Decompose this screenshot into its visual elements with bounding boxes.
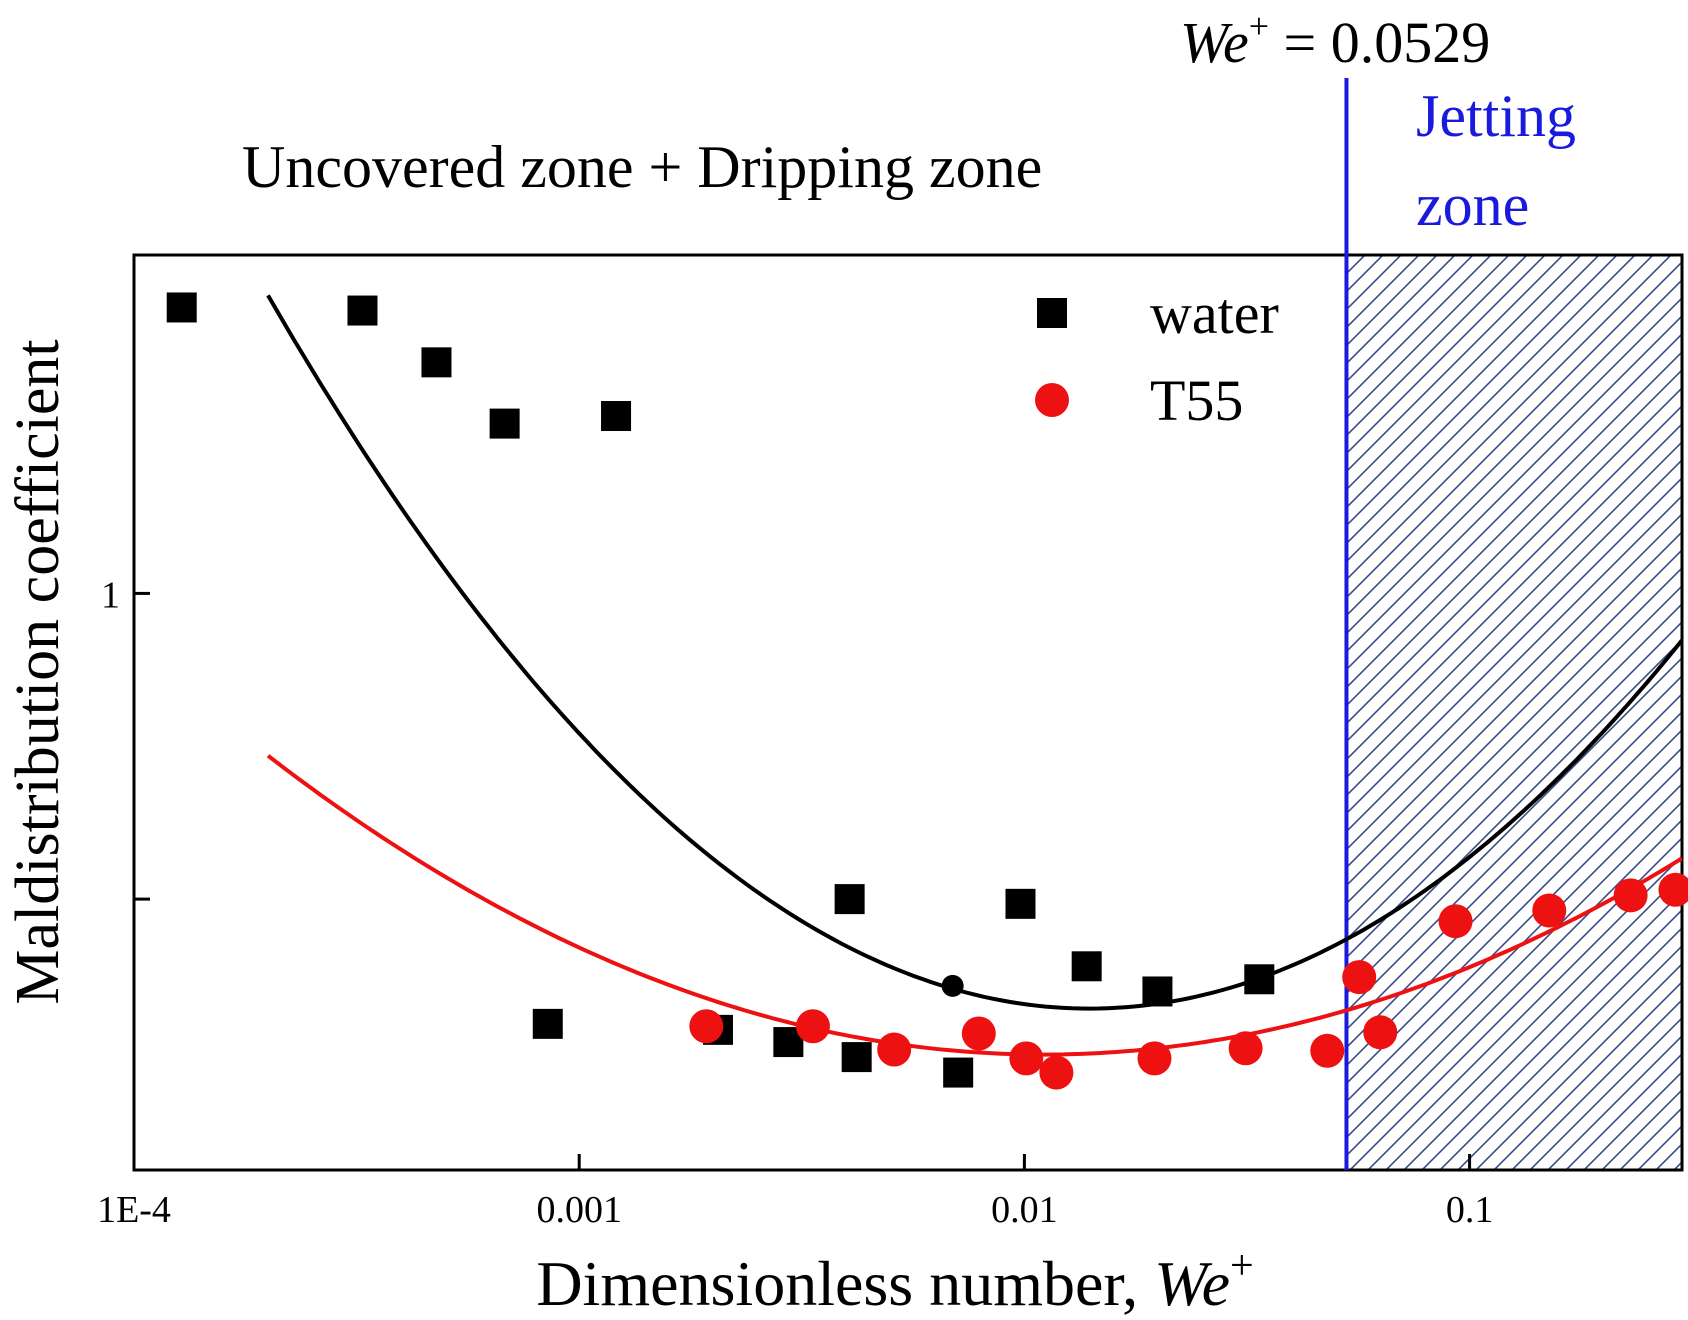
water-point <box>1244 964 1275 995</box>
t55-point <box>1438 904 1473 939</box>
t55-point <box>1310 1033 1345 1068</box>
plot-frame <box>132 253 1684 1172</box>
t55-point <box>689 1009 724 1044</box>
water-point <box>1142 976 1173 1007</box>
x-axis: 1E-4 0.001 0.01 0.1 <box>97 1154 1493 1231</box>
water-series <box>166 292 1275 1088</box>
water-point <box>601 401 632 432</box>
fit-curves <box>266 294 1682 1057</box>
x-axis-title: Dimensionless number, We+ <box>536 1243 1253 1319</box>
water-point <box>1071 951 1102 982</box>
t55-series <box>689 872 1688 1090</box>
t55-point <box>877 1032 912 1067</box>
y-axis-title: Maldistribution coefficient <box>4 339 72 1004</box>
t55-point <box>961 1016 996 1051</box>
legend-t55-label: T55 <box>1150 368 1243 433</box>
t55-point <box>1342 960 1377 995</box>
legend: water T55 <box>1035 281 1279 433</box>
water-point <box>532 1008 563 1039</box>
t55-point <box>795 1009 830 1044</box>
legend-water-label: water <box>1150 281 1279 346</box>
t55-point <box>1137 1041 1172 1076</box>
t55-point <box>1039 1055 1074 1090</box>
legend-t55-marker <box>1035 383 1069 417</box>
water-point <box>421 347 452 378</box>
t55-point <box>1532 893 1567 928</box>
water-point <box>834 884 865 915</box>
y-tick-label: 1 <box>101 574 120 616</box>
water-point <box>347 295 378 326</box>
x-tick-label: 0.01 <box>991 1189 1058 1231</box>
jetting-zone-hatch <box>1346 255 1682 1170</box>
t55-point <box>1363 1015 1398 1050</box>
x-tick-label: 0.1 <box>1446 1189 1494 1231</box>
t55-point <box>1613 878 1648 913</box>
t55-point <box>1009 1041 1044 1076</box>
fit-curve-t55 <box>266 754 1682 1057</box>
water-point <box>489 408 520 439</box>
t55-point <box>1228 1031 1263 1066</box>
t55-point <box>1658 872 1688 907</box>
threshold-annotation: We+ = 0.0529 <box>1180 6 1490 75</box>
right-zone-label-line1: Jetting <box>1416 83 1576 149</box>
right-zone-label-line2: zone <box>1416 172 1529 238</box>
legend-water-marker <box>1037 298 1067 328</box>
x-tick-label: 1E-4 <box>97 1189 171 1231</box>
water-point <box>166 292 197 323</box>
water-fit-marker <box>941 974 964 997</box>
y-axis: 1 <box>101 574 150 901</box>
water-point <box>943 1057 974 1088</box>
water-point <box>841 1042 872 1073</box>
left-zone-label: Uncovered zone + Dripping zone <box>242 134 1042 200</box>
x-tick-label: 0.001 <box>536 1189 622 1231</box>
water-point <box>1005 888 1036 919</box>
fit-curve-water <box>266 294 1682 1011</box>
